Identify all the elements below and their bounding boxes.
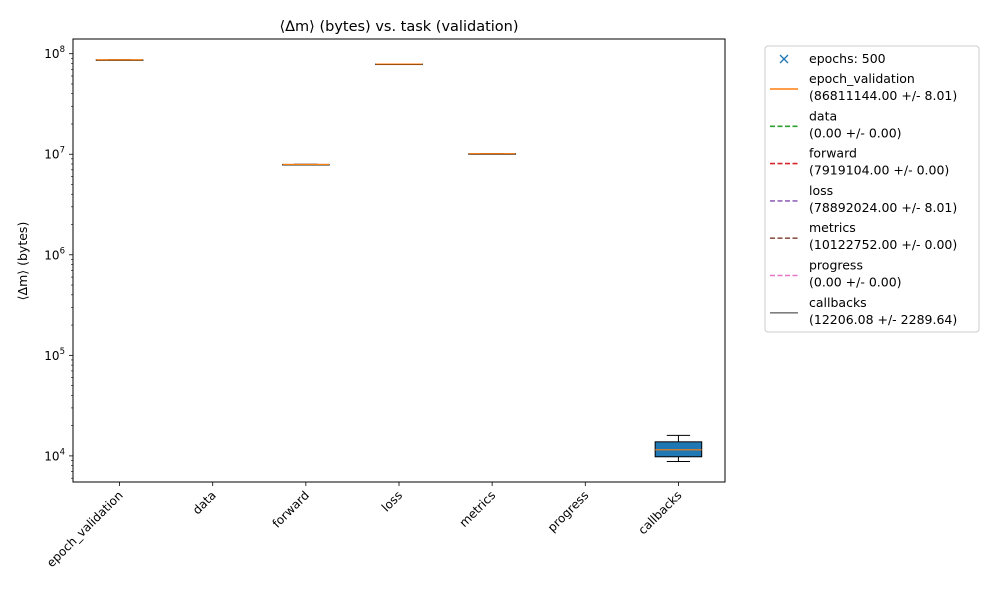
x-tick-label: metrics xyxy=(457,488,499,530)
y-tick-label: 108 xyxy=(44,45,65,61)
legend-entry-value: (78892024.00 +/- 8.01) xyxy=(809,200,957,215)
y-tick-label: 105 xyxy=(44,347,65,363)
legend-entry-value: (10122752.00 +/- 0.00) xyxy=(809,237,957,252)
x-tick-label: progress xyxy=(545,488,592,535)
legend-marker-x xyxy=(779,54,789,64)
legend-entry-label: epoch_validation xyxy=(809,71,915,86)
legend-entry-value: (12206.08 +/- 2289.64) xyxy=(809,312,957,327)
legend-entry-label: forward xyxy=(809,146,857,161)
y-axis-label: ⟨Δm⟩ (bytes) xyxy=(15,222,30,301)
legend-entry-label: loss xyxy=(809,183,833,198)
legend-entry-label: epochs: 500 xyxy=(809,51,886,66)
x-tick-label: forward xyxy=(270,488,312,530)
legend-entry-label: progress xyxy=(809,258,863,273)
x-tick-label: loss xyxy=(379,488,405,514)
legend: epochs: 500 epoch_validation (86811144.00 … xyxy=(764,45,980,333)
x-tick-label: epoch_validation xyxy=(44,488,126,570)
y-tick-label: 107 xyxy=(44,146,65,162)
legend-entry-label: data xyxy=(809,108,837,123)
legend-frame xyxy=(764,45,980,333)
legend-entry-value: (0.00 +/- 0.00) xyxy=(809,125,902,140)
plot-area: 104 105 106 107 108 epoch_validation data forwa… xyxy=(44,38,726,570)
legend-entry-label: metrics xyxy=(809,220,856,235)
x-tick-label: callbacks xyxy=(635,488,684,537)
legend-entry-value: (7919104.00 +/- 0.00) xyxy=(809,163,949,178)
legend-entry-value: (0.00 +/- 0.00) xyxy=(809,275,902,290)
y-tick-label: 106 xyxy=(44,246,65,262)
legend-entry-value: (86811144.00 +/- 8.01) xyxy=(809,88,957,103)
chart-title: ⟨Δm⟩ (bytes) vs. task (validation) xyxy=(279,19,518,35)
legend-entry-label: callbacks xyxy=(809,295,867,310)
x-tick-label: data xyxy=(190,488,219,517)
y-tick-label: 104 xyxy=(44,447,65,463)
plot-frame xyxy=(72,38,726,483)
